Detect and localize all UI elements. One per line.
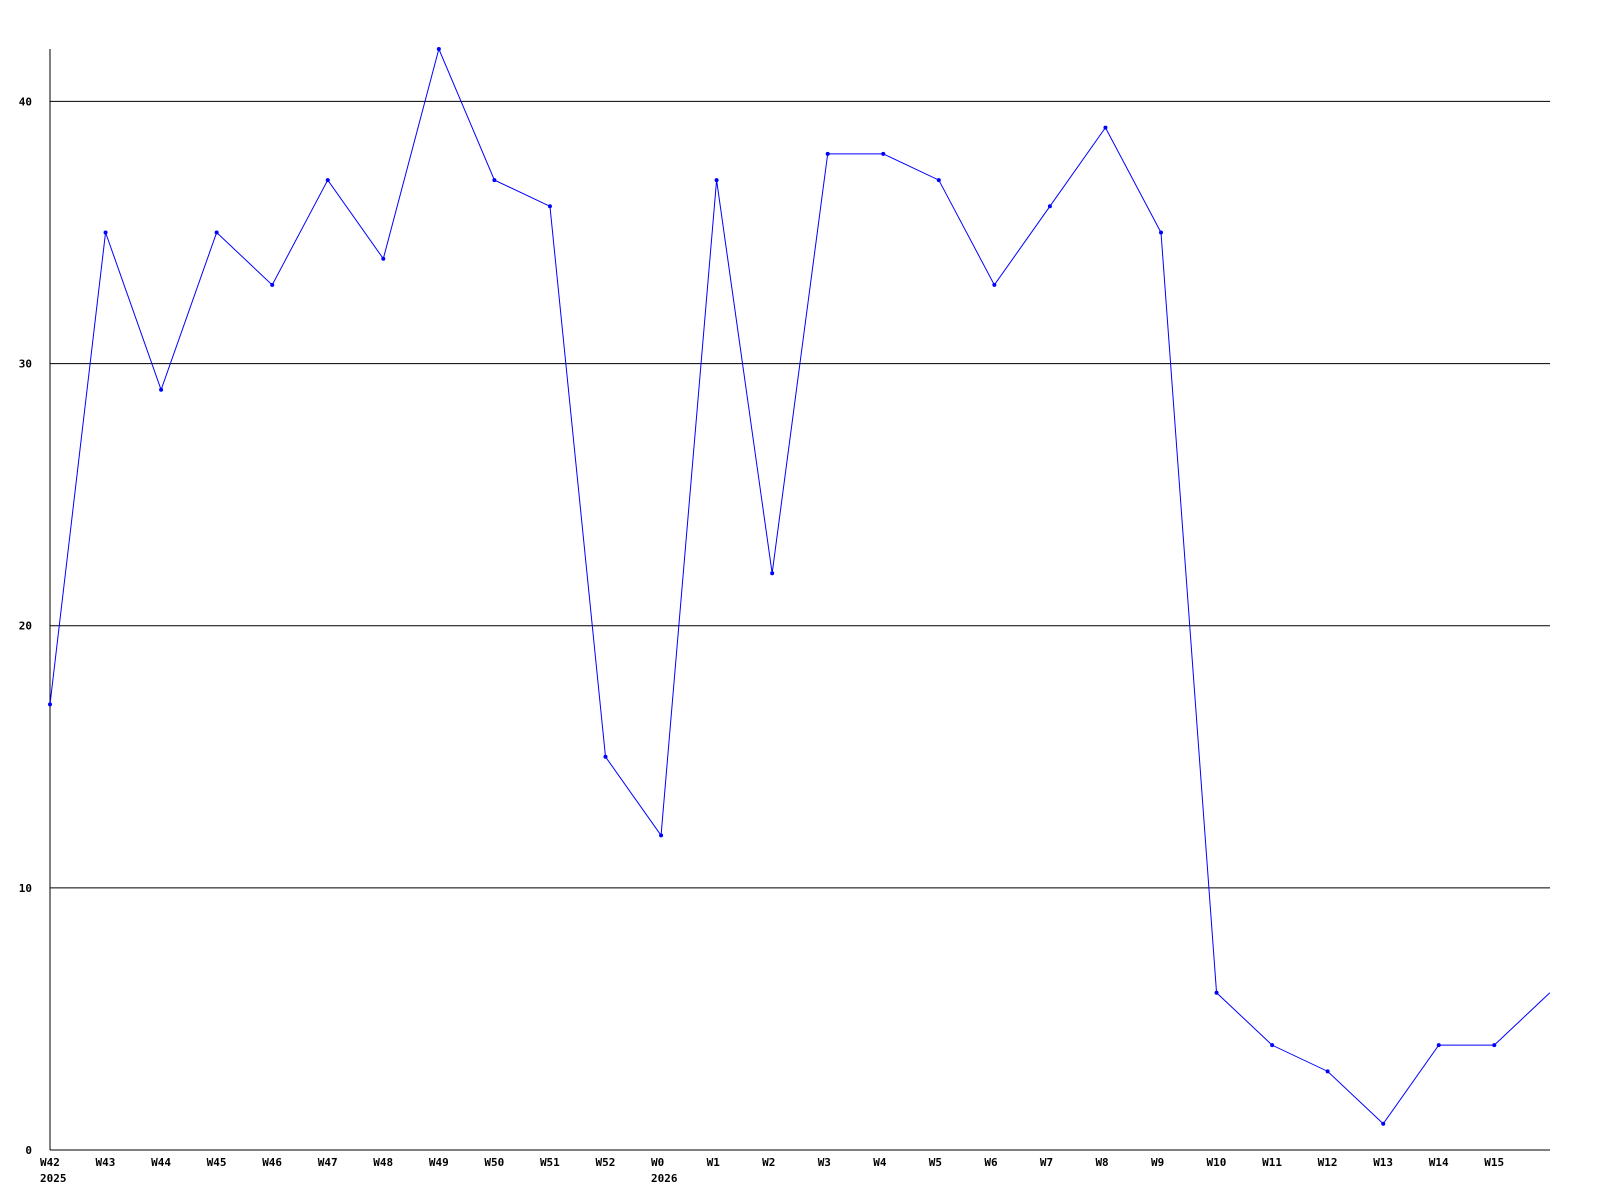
x-tick-label: W0 bbox=[651, 1156, 664, 1169]
x-tick-label: W13 bbox=[1373, 1156, 1393, 1169]
data-point bbox=[547, 204, 552, 209]
x-tick-label: W15 bbox=[1484, 1156, 1504, 1169]
data-point bbox=[436, 47, 441, 51]
x-tick-label: W10 bbox=[1207, 1156, 1227, 1169]
data-point bbox=[103, 230, 108, 235]
x-tick-label: W2 bbox=[762, 1156, 775, 1169]
x-tick-label: W11 bbox=[1262, 1156, 1282, 1169]
x-tick-label: W45 bbox=[207, 1156, 227, 1169]
x-tick-label: W42 bbox=[40, 1156, 60, 1169]
x-tick-label: W46 bbox=[262, 1156, 282, 1169]
data-point bbox=[325, 178, 330, 183]
year-label: 2026 bbox=[651, 1172, 678, 1185]
data-point bbox=[881, 151, 886, 156]
x-tick-label: W1 bbox=[707, 1156, 721, 1169]
data-point bbox=[1492, 1043, 1497, 1048]
data-point bbox=[714, 178, 719, 183]
data-point bbox=[1103, 125, 1108, 130]
x-tick-label: W50 bbox=[484, 1156, 504, 1169]
data-point bbox=[770, 571, 775, 576]
data-point bbox=[1381, 1121, 1386, 1126]
y-tick-label: 10 bbox=[19, 882, 32, 895]
x-tick-label: W12 bbox=[1318, 1156, 1338, 1169]
data-point bbox=[936, 178, 941, 183]
x-tick-label: W7 bbox=[1040, 1156, 1053, 1169]
data-point bbox=[992, 282, 997, 287]
y-tick-label: 30 bbox=[19, 358, 32, 371]
x-tick-label: W4 bbox=[873, 1156, 887, 1169]
data-point bbox=[381, 256, 386, 261]
x-tick-label: W47 bbox=[318, 1156, 338, 1169]
data-point bbox=[1270, 1043, 1275, 1048]
x-tick-label: W44 bbox=[151, 1156, 171, 1169]
x-tick-label: W3 bbox=[818, 1156, 831, 1169]
x-tick-label: W43 bbox=[96, 1156, 116, 1169]
x-tick-label: W8 bbox=[1095, 1156, 1108, 1169]
year-label: 2025 bbox=[40, 1172, 67, 1185]
x-tick-label: W6 bbox=[984, 1156, 998, 1169]
y-tick-label: 40 bbox=[19, 95, 32, 108]
data-point bbox=[1325, 1069, 1330, 1074]
x-tick-label: W14 bbox=[1429, 1156, 1449, 1169]
series-line bbox=[49, 47, 1551, 1125]
data-point bbox=[659, 833, 664, 838]
x-tick-label: W51 bbox=[540, 1156, 560, 1169]
data-point bbox=[1159, 230, 1163, 235]
data-point bbox=[1214, 990, 1219, 995]
x-tick-label: W52 bbox=[596, 1156, 616, 1169]
data-point bbox=[1047, 204, 1052, 209]
x-tick-label: W48 bbox=[373, 1156, 393, 1169]
data-point bbox=[492, 178, 497, 183]
data-point bbox=[1436, 1043, 1441, 1048]
data-point bbox=[270, 282, 275, 287]
x-tick-label: W5 bbox=[929, 1156, 942, 1169]
data-point bbox=[214, 230, 219, 235]
data-point bbox=[825, 151, 830, 156]
data-point bbox=[159, 387, 164, 392]
y-tick-label: 20 bbox=[19, 620, 32, 633]
data-point bbox=[48, 702, 52, 707]
x-tick-label: W9 bbox=[1151, 1156, 1164, 1169]
data-point bbox=[603, 754, 608, 759]
y-tick-label: 0 bbox=[25, 1144, 32, 1157]
x-tick-label: W49 bbox=[429, 1156, 449, 1169]
